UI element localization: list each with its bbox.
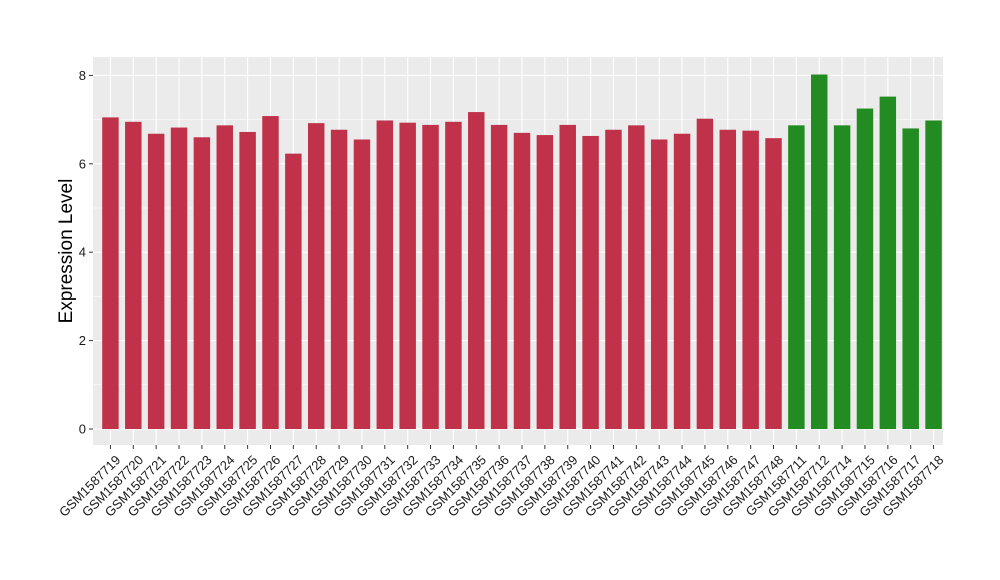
bar-GSM1587735	[468, 112, 485, 429]
bar-GSM1587711	[788, 125, 805, 429]
y-axis-title: Expression Level	[56, 179, 77, 324]
bar-GSM1587748	[765, 138, 782, 429]
bar-GSM1587725	[239, 131, 256, 429]
bar-GSM1587744	[673, 133, 691, 429]
bar-GSM1587742	[628, 125, 645, 429]
bar-GSM1587724	[216, 125, 233, 429]
bar-GSM1587737	[513, 132, 531, 430]
bar-GSM1587733	[422, 124, 439, 430]
y-tick-label: 2	[79, 333, 86, 348]
bar-GSM1587743	[650, 139, 668, 430]
bar-GSM1587732	[399, 122, 416, 429]
bar-GSM1587747	[742, 130, 759, 429]
bar-GSM1587715	[856, 108, 874, 430]
y-axis: 0 2 4 6 8	[79, 68, 93, 437]
bar-GSM1587740	[582, 135, 599, 430]
x-axis: GSM1587719GSM1587720GSM1587721GSM1587722…	[56, 445, 946, 520]
y-tick-label: 6	[79, 156, 86, 171]
bar-GSM1587717	[902, 128, 919, 429]
bar-GSM1587723	[193, 137, 211, 429]
bar-GSM1587736	[490, 124, 508, 430]
bar-GSM1587714	[833, 125, 851, 429]
bar-GSM1587730	[353, 139, 371, 430]
bar-GSM1587712	[811, 74, 828, 430]
bar-GSM1587741	[605, 129, 622, 430]
bar-GSM1587728	[307, 123, 325, 430]
bar-GSM1587726	[262, 116, 279, 430]
bar-GSM1587745	[696, 118, 714, 429]
bar-GSM1587739	[559, 124, 576, 430]
bar-GSM1587721	[147, 133, 165, 429]
bar-GSM1587719	[102, 117, 119, 429]
bar-GSM1587716	[879, 96, 897, 429]
bar-GSM1587729	[330, 129, 348, 430]
y-tick-label: 0	[79, 422, 86, 437]
bar-GSM1587722	[170, 127, 188, 429]
bars	[102, 74, 942, 430]
bar-GSM1587734	[445, 121, 462, 429]
bar-GSM1587720	[125, 121, 142, 429]
bar-GSM1587727	[285, 153, 302, 429]
bar-GSM1587746	[719, 129, 737, 430]
bar-GSM1587738	[536, 135, 554, 429]
bar-GSM1587718	[925, 120, 942, 429]
bar-GSM1587731	[376, 120, 394, 429]
y-tick-label: 8	[79, 68, 86, 83]
y-tick-label: 4	[79, 245, 86, 260]
